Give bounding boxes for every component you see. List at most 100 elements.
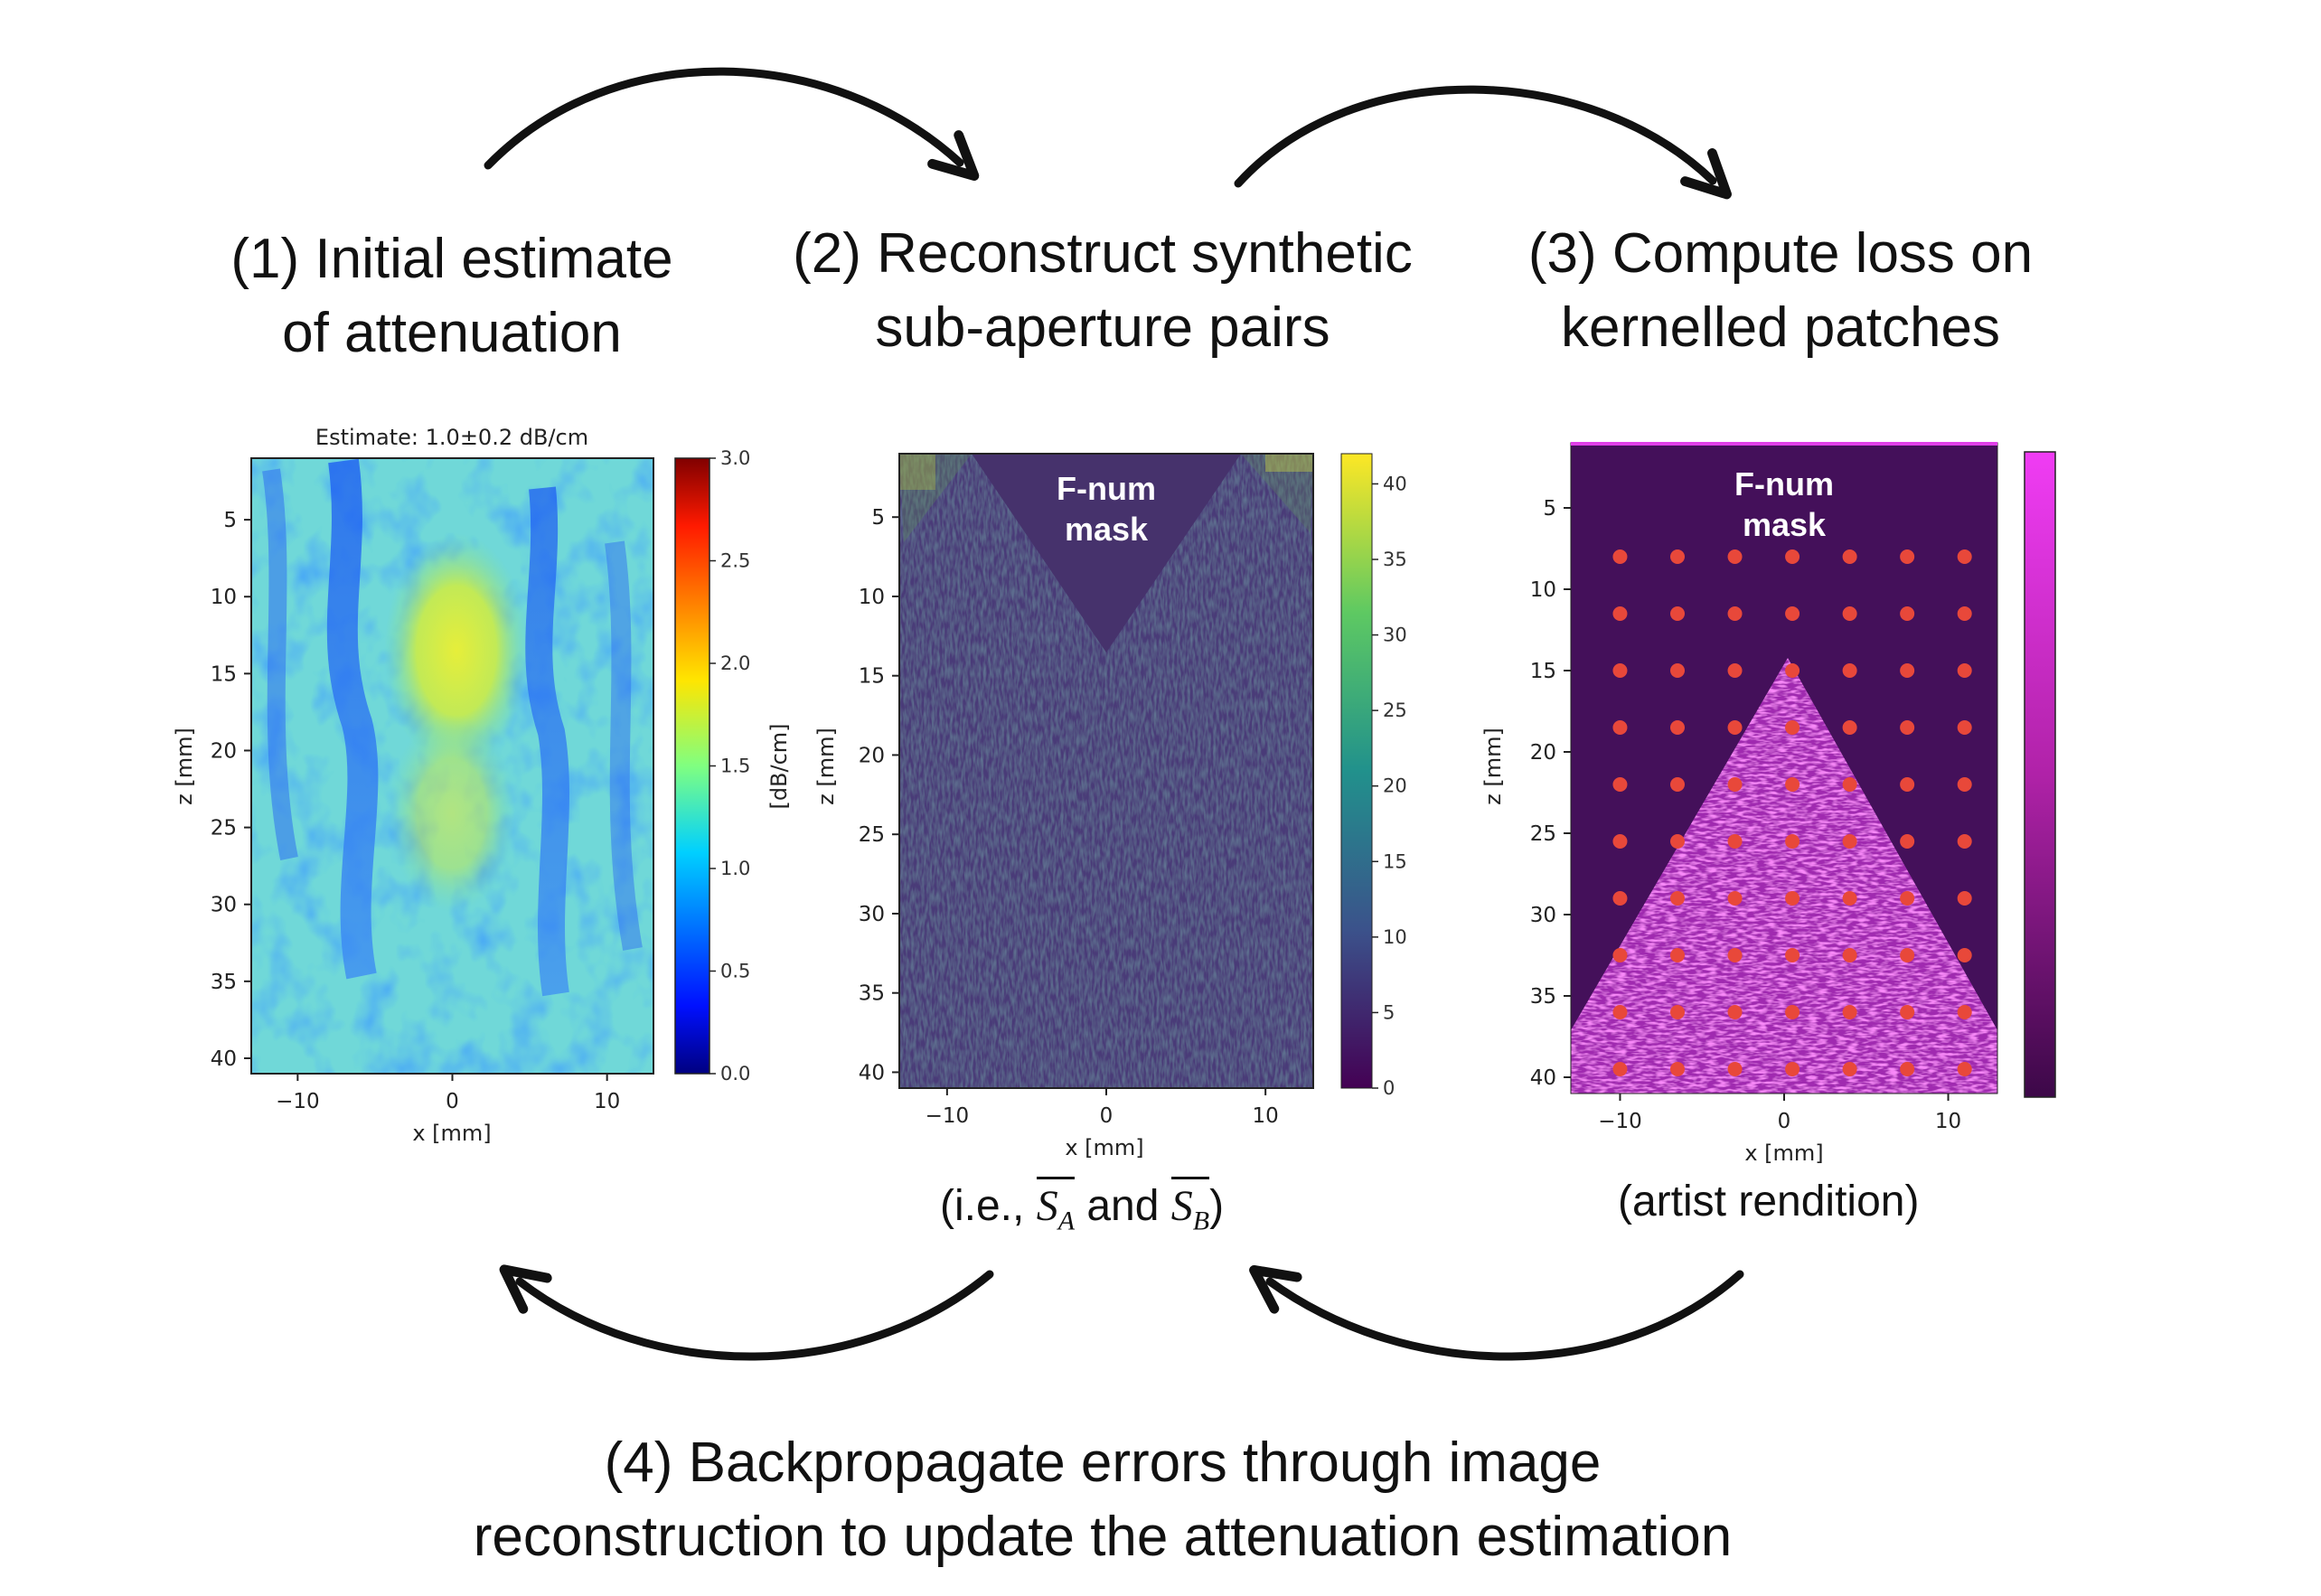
patch-center-dot: [1842, 1062, 1857, 1076]
ytick-label: 30: [211, 894, 237, 917]
colorbar-tick-label: 20: [1383, 775, 1407, 797]
patch-center-dot: [1727, 891, 1743, 906]
panel1-xlabel: x [mm]: [412, 1121, 491, 1146]
step2-label: (2) Reconstruct synthetic sub-aperture p…: [750, 217, 1455, 365]
ytick-label: 20: [211, 739, 237, 763]
ytick-label: 25: [1530, 822, 1556, 846]
patch-center-dot: [1785, 834, 1800, 849]
panel3-colorbar: [2024, 451, 2056, 1098]
patch-center-dot: [1957, 891, 1972, 906]
arrow-2-to-3: [1234, 85, 1732, 200]
step2-line2: sub-aperture pairs: [875, 296, 1330, 359]
panel1-ylabel: z [mm]: [172, 728, 197, 805]
panel3-mask-label-line1: F-num: [1734, 465, 1834, 502]
patch-center-dot: [1900, 948, 1915, 962]
s-a-letter: S: [1036, 1182, 1058, 1230]
ytick-label: 10: [1530, 578, 1556, 602]
ytick-label: 10: [859, 586, 885, 609]
patch-center-dot: [1612, 606, 1628, 621]
panel1-yticks: 5 10 15 20 25 30 35 40: [211, 509, 251, 1071]
ytick-label: 15: [211, 662, 237, 686]
colorbar-tick-label: 0.0: [720, 1063, 750, 1084]
patch-center-dot: [1670, 720, 1685, 735]
patch-center-dot: [1727, 549, 1743, 564]
ytick-label: 40: [859, 1061, 885, 1084]
xtick-label: 0: [1778, 1110, 1791, 1133]
patch-center-dot: [1670, 948, 1685, 962]
patch-center-dot: [1900, 1005, 1915, 1019]
patch-center-dot: [1900, 663, 1915, 678]
patch-center-dot: [1785, 720, 1800, 735]
patch-center-dot: [1670, 606, 1685, 621]
panel1-image: [251, 458, 653, 1074]
panel2-fnum-mask: [972, 454, 1241, 652]
colorbar-tick-label: 0: [1383, 1077, 1395, 1099]
step4-label: (4) Backpropagate errors through image r…: [307, 1426, 1898, 1574]
caption-prefix: (i.e.,: [940, 1182, 1037, 1230]
colorbar-tick-label: 5: [1383, 1001, 1395, 1023]
arrow-2-to-1: [499, 1264, 994, 1361]
patch-center-dot: [1612, 777, 1628, 792]
xtick-label: −10: [1598, 1110, 1642, 1133]
patch-center-dot: [1957, 663, 1972, 678]
colorbar-tick-label: 0.5: [720, 961, 750, 982]
panel3-image: [1571, 443, 1997, 1094]
ytick-label: 20: [1530, 741, 1556, 765]
patch-center-dot: [1957, 720, 1972, 735]
panel2-colorbar: [1340, 453, 1373, 1089]
s-b-symbol: SB: [1170, 1177, 1210, 1237]
step4-line1: (4) Backpropagate errors through image: [604, 1432, 1602, 1494]
patch-center-dot: [1670, 777, 1685, 792]
patch-center-dot: [1727, 1062, 1743, 1076]
colorbar-tick-label: 35: [1383, 549, 1407, 570]
patch-center-dot: [1957, 549, 1972, 564]
patch-center-dot: [1612, 891, 1628, 906]
patch-center-dot: [1612, 549, 1628, 564]
s-b-sub: B: [1192, 1206, 1210, 1236]
patch-center-dot: [1900, 606, 1915, 621]
patch-center-dot: [1842, 606, 1857, 621]
patch-center-dot: [1612, 663, 1628, 678]
patch-center-dot: [1670, 834, 1685, 849]
panel3-xticks: −10 0 10: [1598, 1094, 1961, 1133]
ytick-label: 25: [211, 817, 237, 840]
xtick-label: 0: [1100, 1104, 1114, 1128]
ytick-label: 40: [211, 1047, 237, 1071]
patch-center-dot: [1842, 891, 1857, 906]
patch-center-dot: [1900, 720, 1915, 735]
xtick-label: 10: [1253, 1104, 1279, 1128]
step3-line2: kernelled patches: [1561, 296, 2000, 359]
step3-line1: (3) Compute loss on: [1527, 222, 2034, 285]
arrow-1-to-2: [484, 67, 980, 181]
patch-center-dot: [1957, 777, 1972, 792]
panel1-colorbar: [674, 457, 710, 1075]
patch-center-dot: [1900, 834, 1915, 849]
s-a-sub: A: [1057, 1206, 1076, 1236]
patch-center-dot: [1785, 891, 1800, 906]
step3-label: (3) Compute loss on kernelled patches: [1482, 217, 2079, 365]
patch-center-dot: [1842, 720, 1857, 735]
patch-center-dot: [1727, 663, 1743, 678]
panel2-reconstruction: F-num mask 5 10 15 20 25 30 35 40 −10 0 10 x [mm]…: [813, 453, 1407, 1160]
patch-center-dot: [1785, 948, 1800, 962]
ytick-label: 25: [859, 823, 885, 847]
ytick-label: 5: [871, 506, 885, 530]
ytick-label: 15: [859, 665, 885, 689]
patch-center-dot: [1612, 834, 1628, 849]
panel3-yticks: 5 10 15 20 25 30 35 40: [1530, 497, 1571, 1090]
patch-center-dot: [1727, 720, 1743, 735]
patch-center-dot: [1670, 549, 1685, 564]
panel1-xticks: −10 0 10: [276, 1074, 620, 1113]
patch-center-dot: [1957, 606, 1972, 621]
colorbar-tick-label: 25: [1383, 699, 1407, 721]
xtick-label: −10: [276, 1090, 320, 1113]
ytick-label: 30: [1530, 904, 1556, 927]
patch-center-dot: [1842, 549, 1857, 564]
ytick-label: 5: [223, 509, 237, 532]
patch-center-dot: [1727, 1005, 1743, 1019]
panel2-mask-label-line2: mask: [1065, 511, 1149, 548]
colorbar-tick-label: 2.5: [720, 550, 750, 572]
patch-center-dot: [1612, 1062, 1628, 1076]
arrow-3-to-2: [1249, 1264, 1744, 1361]
patch-center-dot: [1785, 663, 1800, 678]
